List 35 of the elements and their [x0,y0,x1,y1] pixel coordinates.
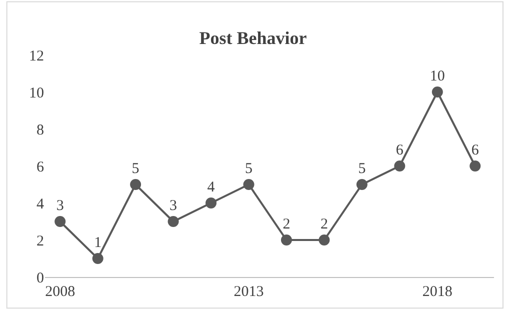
data-label: 3 [56,198,64,214]
point [243,179,254,190]
x-tick-label: 2008 [45,284,76,300]
point [356,179,368,190]
data-label: 6 [471,142,480,158]
y-tick-label: 6 [36,159,44,176]
point [280,234,292,246]
point [432,86,443,98]
point [168,216,179,227]
y-tick-label: 0 [36,270,44,286]
y-tick-label: 8 [36,122,44,138]
y-tick-label: 2 [36,233,44,250]
data-label: 1 [94,234,102,251]
point [470,160,481,172]
data-label: 3 [170,198,178,214]
x-tick-label: 2013 [234,284,264,300]
data-label: 10 [430,68,445,84]
point [318,234,330,246]
point [206,198,217,208]
data-label: 4 [207,179,216,196]
y-tick-label: 12 [29,48,44,64]
data-label: 5 [358,160,366,177]
point [92,253,104,264]
y-tick-label: 4 [36,196,44,212]
x-tick-label: 2018 [422,284,452,300]
data-label: 6 [396,142,404,158]
data-label: 2 [282,216,290,232]
point [54,216,66,227]
data-label: 5 [245,160,252,177]
chart-title: Post Behavior [199,28,307,48]
data-label: 2 [320,216,328,232]
point [130,179,142,190]
point [394,160,406,172]
data-label: 5 [132,160,140,177]
y-tick-label: 10 [29,85,44,102]
